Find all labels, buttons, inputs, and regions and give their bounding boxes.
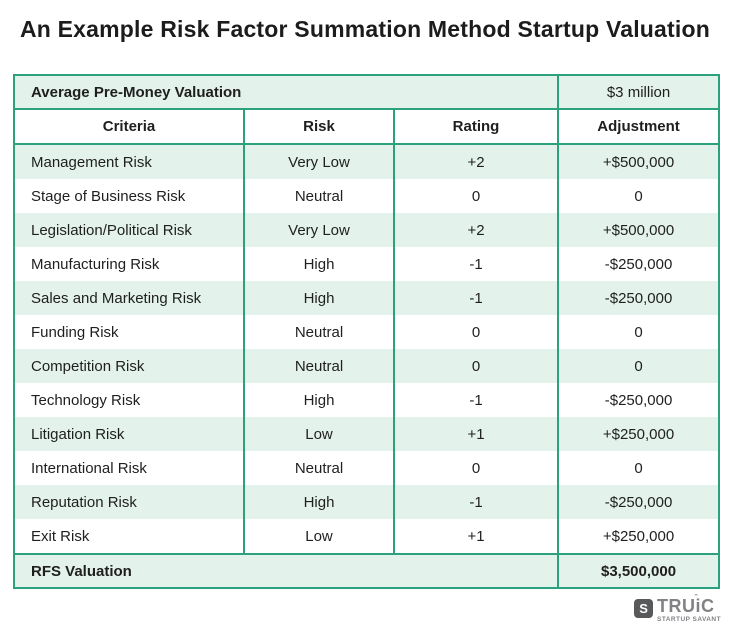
rating-cell: +2 (392, 213, 559, 247)
risk-cell: High (243, 247, 394, 281)
truic-tagline: STARTUP SAVANT (657, 616, 721, 623)
pre-money-label: Average Pre-Money Valuation (14, 75, 559, 110)
rfs-valuation-value: $3,500,000 (557, 553, 720, 588)
rating-cell: +2 (392, 144, 559, 179)
truic-wordmark: TRU ˆ iC (657, 593, 721, 615)
risk-cell: Neutral (243, 179, 394, 213)
table-row: Exit Risk Low +1 +$250,000 (14, 519, 720, 554)
adjustment-cell: 0 (557, 451, 720, 485)
rating-cell: +1 (392, 519, 559, 554)
criteria-cell: Manufacturing Risk (14, 247, 244, 281)
pre-money-value: $3 million (557, 75, 720, 110)
table-row: Competition Risk Neutral 0 0 (14, 349, 720, 383)
criteria-cell: Sales and Marketing Risk (14, 281, 244, 315)
adjustment-cell: +$250,000 (557, 417, 720, 451)
rating-cell: 0 (392, 315, 559, 349)
page-title: An Example Risk Factor Summation Method … (19, 16, 710, 42)
header-row: Criteria Risk Rating Adjustment (14, 109, 720, 145)
table-row: Management Risk Very Low +2 +$500,000 (14, 144, 720, 179)
rfs-valuation-row: RFS Valuation $3,500,000 (14, 553, 720, 588)
truic-logo: S TRU ˆ iC STARTUP SAVANT (634, 593, 721, 623)
criteria-cell: Management Risk (14, 144, 244, 179)
criteria-cell: Stage of Business Risk (14, 179, 244, 213)
rating-cell: -1 (392, 485, 559, 519)
risk-cell: High (243, 281, 394, 315)
table-row: Stage of Business Risk Neutral 0 0 (14, 179, 720, 213)
risk-cell: Neutral (243, 451, 394, 485)
rfs-valuation-label: RFS Valuation (14, 553, 559, 588)
adjustment-cell: -$250,000 (557, 485, 720, 519)
table-row: Sales and Marketing Risk High -1 -$250,0… (14, 281, 720, 315)
criteria-cell: Litigation Risk (14, 417, 244, 451)
truic-logo-mark: S (634, 599, 654, 618)
truic-logo-text: TRU ˆ iC STARTUP SAVANT (657, 593, 721, 623)
adjustment-cell: -$250,000 (557, 383, 720, 417)
criteria-cell: Technology Risk (14, 383, 244, 417)
criteria-cell: Reputation Risk (14, 485, 244, 519)
column-header-risk: Risk (243, 109, 394, 145)
criteria-cell: Competition Risk (14, 349, 244, 383)
rating-cell: -1 (392, 383, 559, 417)
pre-money-row: Average Pre-Money Valuation $3 million (14, 75, 720, 110)
adjustment-cell: +$500,000 (557, 144, 720, 179)
adjustment-cell: -$250,000 (557, 281, 720, 315)
rating-cell: -1 (392, 281, 559, 315)
criteria-cell: International Risk (14, 451, 244, 485)
risk-cell: Low (243, 417, 394, 451)
column-header-rating: Rating (392, 109, 559, 145)
rating-cell: +1 (392, 417, 559, 451)
caret-icon: ˆ (694, 593, 699, 603)
adjustment-cell: +$500,000 (557, 213, 720, 247)
adjustment-cell: -$250,000 (557, 247, 720, 281)
criteria-cell: Legislation/Political Risk (14, 213, 244, 247)
table-row: Funding Risk Neutral 0 0 (14, 315, 720, 349)
table-row: International Risk Neutral 0 0 (14, 451, 720, 485)
table-row: Legislation/Political Risk Very Low +2 +… (14, 213, 720, 247)
risk-valuation-table: Average Pre-Money Valuation $3 million C… (13, 74, 721, 589)
column-header-criteria: Criteria (14, 109, 244, 145)
adjustment-cell: 0 (557, 315, 720, 349)
rating-cell: 0 (392, 349, 559, 383)
table-row: Litigation Risk Low +1 +$250,000 (14, 417, 720, 451)
risk-cell: Very Low (243, 213, 394, 247)
risk-cell: High (243, 485, 394, 519)
table-row: Reputation Risk High -1 -$250,000 (14, 485, 720, 519)
risk-cell: High (243, 383, 394, 417)
rating-cell: 0 (392, 451, 559, 485)
table-row: Manufacturing Risk High -1 -$250,000 (14, 247, 720, 281)
rating-cell: 0 (392, 179, 559, 213)
risk-cell: Neutral (243, 315, 394, 349)
risk-cell: Very Low (243, 144, 394, 179)
column-header-adjustment: Adjustment (557, 109, 720, 145)
adjustment-cell: 0 (557, 349, 720, 383)
risk-cell: Neutral (243, 349, 394, 383)
rating-cell: -1 (392, 247, 559, 281)
table-row: Technology Risk High -1 -$250,000 (14, 383, 720, 417)
criteria-cell: Funding Risk (14, 315, 244, 349)
risk-cell: Low (243, 519, 394, 554)
adjustment-cell: 0 (557, 179, 720, 213)
criteria-cell: Exit Risk (14, 519, 244, 554)
adjustment-cell: +$250,000 (557, 519, 720, 554)
